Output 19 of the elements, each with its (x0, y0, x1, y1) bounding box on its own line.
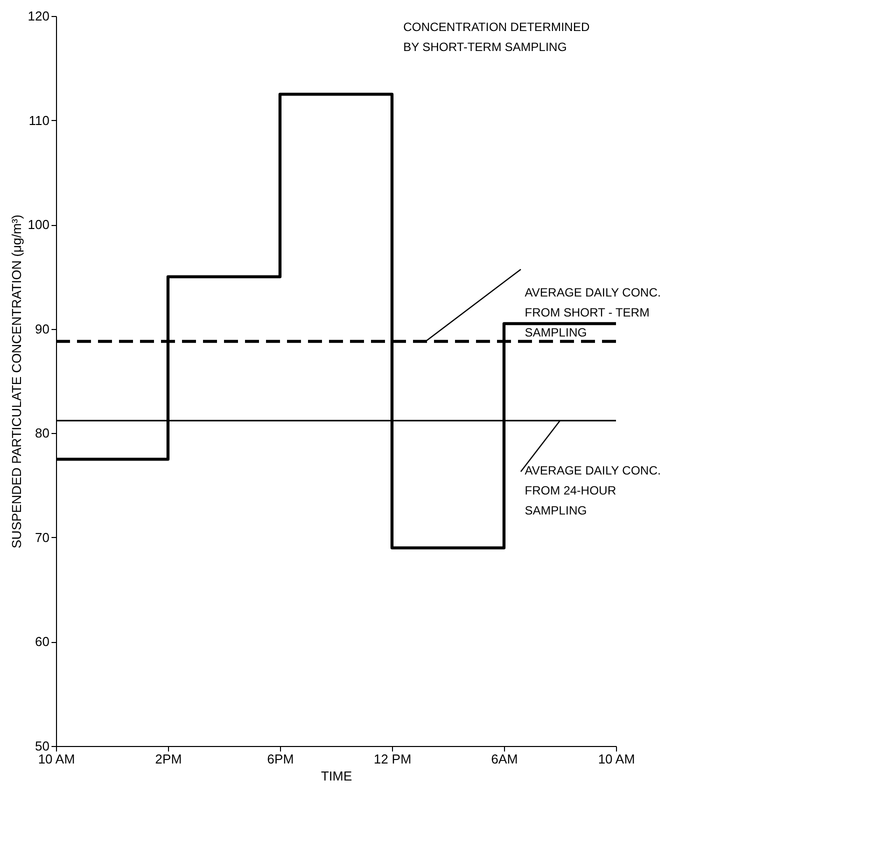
x-tick-label: 10 AM (38, 752, 75, 766)
x-tick-label: 10 AM (598, 752, 635, 766)
y-tick-label: 50 (35, 738, 50, 754)
y-tick-label: 60 (35, 634, 50, 650)
ref-line-label: AVERAGE DAILY CONC. FROM 24-HOUR SAMPLING (524, 464, 661, 518)
annotation: CONCENTRATION DETERMINED BY SHORT-TERM SAMPLING (403, 20, 590, 54)
x-tick-label: 12 PM (374, 752, 412, 766)
y-tick-label: 120 (28, 8, 50, 24)
y-axis-title: SUSPENDED PARTICULATE CONCENTRATION (μg/m³) (8, 214, 24, 548)
y-tick-label: 80 (35, 426, 50, 441)
x-tick-label: 6PM (267, 752, 294, 766)
y-tick-label: 70 (35, 530, 50, 545)
y-tick-label: 100 (28, 217, 50, 232)
x-tick-label: 2PM (155, 752, 182, 766)
x-axis-title: TIME (320, 768, 352, 784)
x-tick-label: 6AM (491, 752, 518, 766)
ref-line-label: AVERAGE DAILY CONC. FROM SHORT - TERM SAMPLING (524, 285, 661, 340)
y-tick-label: 90 (35, 321, 50, 336)
y-tick-label: 110 (28, 112, 50, 128)
